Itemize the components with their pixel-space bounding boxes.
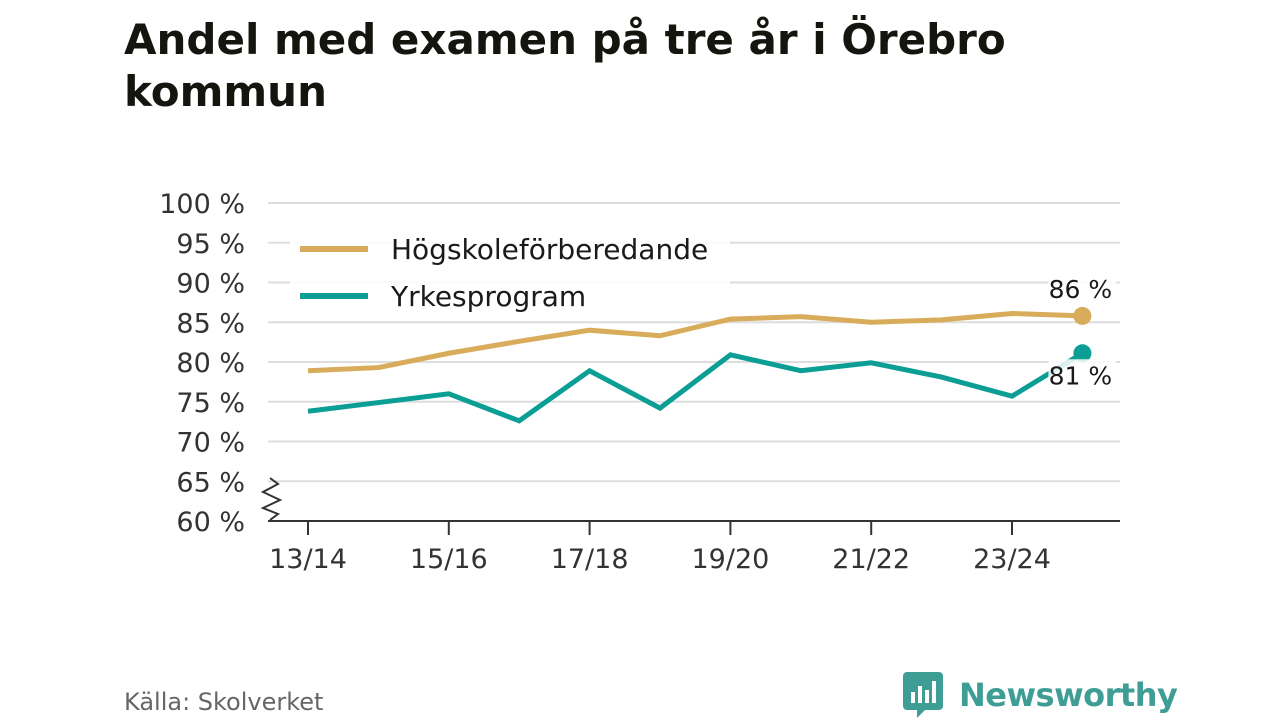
y-tick-label: 95 %	[176, 229, 245, 260]
series-end-dot	[1073, 306, 1092, 325]
legend: Högskoleförberedande Yrkesprogram	[290, 224, 730, 316]
newsworthy-logo-icon	[903, 672, 943, 718]
end-labels: 86 % 81 %	[1048, 271, 1117, 392]
y-tick-label: 65 %	[176, 467, 245, 498]
series-line-hogskoleforberedande	[307, 311, 1083, 374]
series-lines	[307, 306, 1092, 424]
y-tick-label: 80 %	[176, 348, 245, 379]
y-tick-label: 60 %	[176, 507, 245, 538]
y-tick-label: 75 %	[176, 388, 245, 419]
end-label-background	[1048, 359, 1117, 392]
axis-break-icon	[260, 477, 283, 521]
y-tick-label: 90 %	[176, 269, 245, 300]
end-label-yrkesprogram: 81 %	[1049, 361, 1113, 390]
series-end-dot	[1073, 344, 1092, 363]
brand: Newsworthy	[903, 671, 1178, 719]
chart-title: Andel med examen på tre år i Örebro komm…	[124, 15, 1006, 116]
y-tick-label: 100 %	[159, 189, 245, 220]
x-tick-label: 13/14	[269, 544, 347, 575]
y-tick-label: 70 %	[176, 428, 245, 459]
x-tick-label: 21/22	[832, 544, 910, 575]
x-tick-label: 15/16	[410, 544, 488, 575]
x-tick-label: 17/18	[551, 544, 629, 575]
x-axis: 13/14 15/16 17/18 19/20 21/22 23/24	[260, 477, 1120, 575]
series-line-yrkesprogram	[307, 351, 1084, 424]
legend-label: Yrkesprogram	[390, 280, 586, 313]
end-label-background	[1048, 271, 1117, 304]
brand-name: Newsworthy	[959, 676, 1178, 714]
legend-background	[290, 224, 730, 316]
end-label-hogskoleforberedande: 86 %	[1049, 275, 1113, 304]
x-tick-label: 19/20	[691, 544, 769, 575]
legend-label: Högskoleförberedande	[391, 233, 708, 266]
source-note: Källa: Skolverket	[124, 688, 324, 716]
y-tick-label: 85 %	[176, 308, 245, 339]
x-tick-label: 23/24	[973, 544, 1051, 575]
y-axis-tick-labels: 60 % 65 % 70 % 75 % 80 % 85 % 90 % 95 % 100 %	[159, 189, 245, 538]
